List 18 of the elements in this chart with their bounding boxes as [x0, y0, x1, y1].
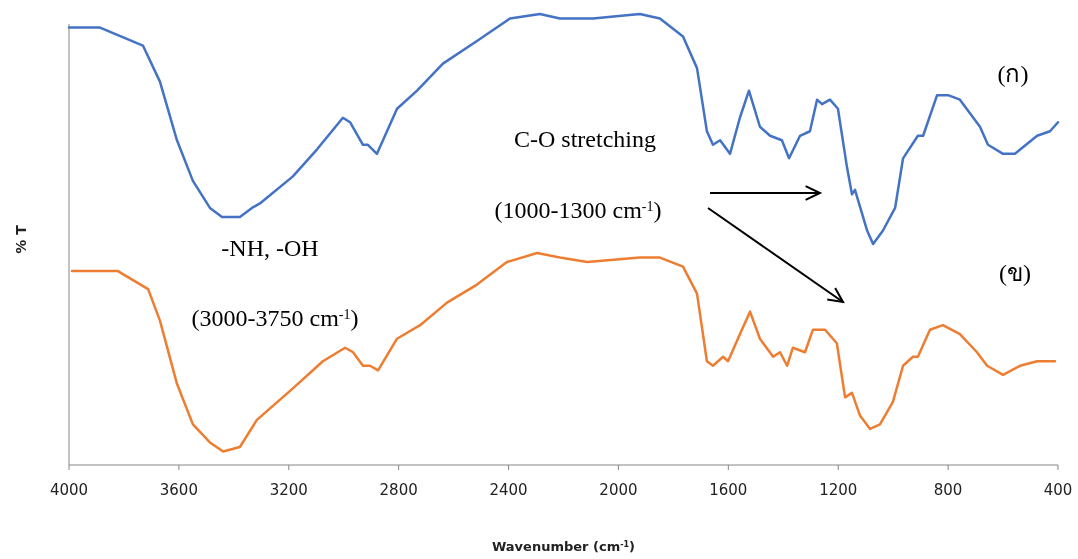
x-tick-label: 3600: [159, 481, 198, 499]
y-axis-title: % T: [13, 224, 29, 254]
x-tick-label: 800: [933, 481, 963, 499]
x-tick-label: 4000: [49, 481, 89, 499]
x-tick-label: 1200: [819, 481, 858, 499]
annotation: C-O stretching: [514, 126, 656, 152]
annotation: (3000-3750 cm$^{-1}$): [191, 305, 359, 331]
x-tick-label: 400: [1043, 481, 1073, 499]
x-tick-label: 2400: [489, 481, 528, 499]
x-tick-label: 2800: [379, 481, 418, 499]
x-tick-label: 2000: [599, 481, 638, 499]
x-tick-label: 1600: [709, 481, 748, 499]
series-label: (ก): [997, 61, 1029, 88]
annotation: -NH, -OH: [221, 235, 319, 261]
x-axis-title: Wavenumber (cm$^{-1}$): [491, 539, 636, 554]
text: (ข): [998, 260, 1031, 287]
x-tick-label: 3200: [269, 481, 308, 499]
annotation: (1000-1300 cm$^{-1}$): [494, 197, 662, 223]
